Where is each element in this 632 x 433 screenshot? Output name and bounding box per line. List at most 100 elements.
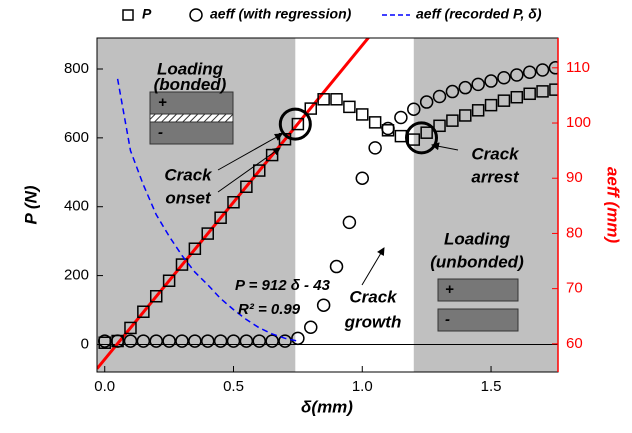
circle-marker — [407, 102, 421, 116]
square-marker — [317, 93, 330, 106]
square-marker — [459, 109, 472, 122]
square-marker — [484, 98, 498, 112]
y-tick-label: 400 — [64, 198, 89, 215]
x-tick-label: 1.0 — [352, 378, 373, 395]
circle-marker — [342, 215, 357, 230]
y2-tick-label: 90 — [566, 169, 583, 186]
circle-marker — [162, 334, 176, 348]
adherend-bottom — [149, 121, 234, 145]
square-marker — [407, 133, 421, 146]
arrow — [361, 247, 385, 286]
annotation: Crack — [349, 287, 398, 306]
circle-marker — [445, 84, 460, 99]
minus-sign: - — [158, 124, 163, 141]
circle-marker — [394, 110, 408, 125]
square-marker — [510, 90, 524, 104]
circle-marker — [136, 334, 151, 348]
square-marker — [214, 211, 227, 224]
circle-marker — [278, 334, 292, 348]
arrow — [431, 142, 459, 151]
plus-sign: + — [445, 281, 454, 298]
circle-marker — [188, 334, 202, 348]
circle-marker — [368, 141, 382, 155]
adhesive-layer — [149, 113, 234, 123]
square-marker — [201, 227, 214, 240]
square-marker — [549, 83, 558, 96]
square-marker — [343, 100, 356, 114]
square-marker — [536, 85, 549, 98]
y2-tick-label: 80 — [566, 224, 583, 241]
y-tick-label: 800 — [64, 60, 89, 77]
y-axis-label: P (N) — [21, 185, 40, 224]
y2-tick-label: 100 — [566, 114, 591, 131]
circle-marker — [291, 331, 305, 346]
circle-marker — [432, 89, 447, 104]
square-marker — [227, 195, 240, 209]
square-marker — [175, 258, 189, 271]
annotation: Loading — [444, 229, 511, 248]
circle-marker — [265, 334, 279, 348]
square-marker — [433, 119, 446, 133]
annotation: Crack — [164, 165, 213, 184]
square-marker — [240, 180, 253, 194]
circle-marker — [110, 334, 125, 348]
adherend-bottom — [437, 308, 519, 332]
annotation: Crack — [471, 144, 520, 163]
annotation: (unbonded) — [430, 252, 524, 271]
legend-marker — [189, 8, 203, 22]
legend-marker — [122, 9, 134, 21]
circle-marker — [510, 68, 524, 82]
square-marker — [188, 242, 202, 255]
adherend-top — [437, 278, 519, 302]
x-tick-label: 0.0 — [94, 378, 115, 395]
circle-marker — [381, 121, 395, 136]
circle-marker — [484, 74, 498, 88]
square-marker — [523, 87, 536, 101]
square-marker — [162, 274, 176, 288]
highlight-circle — [405, 121, 439, 155]
square-marker — [124, 321, 137, 335]
legend-label: aeff (recorded P, δ) — [416, 6, 542, 22]
square-marker — [137, 305, 150, 318]
circle-marker — [149, 334, 163, 348]
circle-marker — [497, 70, 511, 85]
highlight-circle — [278, 107, 312, 141]
annotation: (bonded) — [154, 75, 227, 94]
circle-marker — [226, 334, 241, 348]
square-marker — [253, 164, 266, 177]
square-marker — [368, 116, 382, 129]
y2-tick-label: 110 — [566, 59, 590, 76]
legend-label: aeff (with regression) — [210, 6, 352, 22]
circle-marker — [252, 334, 267, 348]
fit-r2: R² = 0.99 — [238, 301, 301, 318]
square-marker — [420, 126, 433, 139]
square-marker — [471, 104, 485, 117]
y2-tick-label: 70 — [566, 280, 583, 297]
square-marker — [304, 102, 318, 115]
square-marker — [330, 93, 343, 106]
series-line — [116, 78, 299, 342]
x-axis-label: δ(mm) — [301, 397, 353, 416]
circle-marker — [329, 259, 344, 274]
circle-marker — [175, 334, 189, 348]
arrow — [217, 147, 281, 193]
annotation: onset — [165, 188, 212, 207]
circle-marker — [239, 334, 254, 348]
square-marker — [356, 108, 369, 121]
fit-equation: P = 912 δ - 43 — [235, 277, 331, 294]
circle-marker — [304, 320, 318, 335]
arrow — [217, 133, 283, 171]
y-tick-label: 600 — [64, 129, 89, 146]
x-tick-label: 0.5 — [223, 378, 244, 395]
annotation: growth — [344, 312, 402, 331]
x-tick-label: 1.5 — [481, 378, 502, 395]
minus-sign: - — [445, 311, 450, 328]
circle-marker — [471, 77, 485, 92]
plus-sign: + — [158, 94, 167, 111]
circle-marker — [213, 334, 228, 348]
circle-marker — [316, 298, 331, 312]
square-marker — [291, 117, 305, 131]
